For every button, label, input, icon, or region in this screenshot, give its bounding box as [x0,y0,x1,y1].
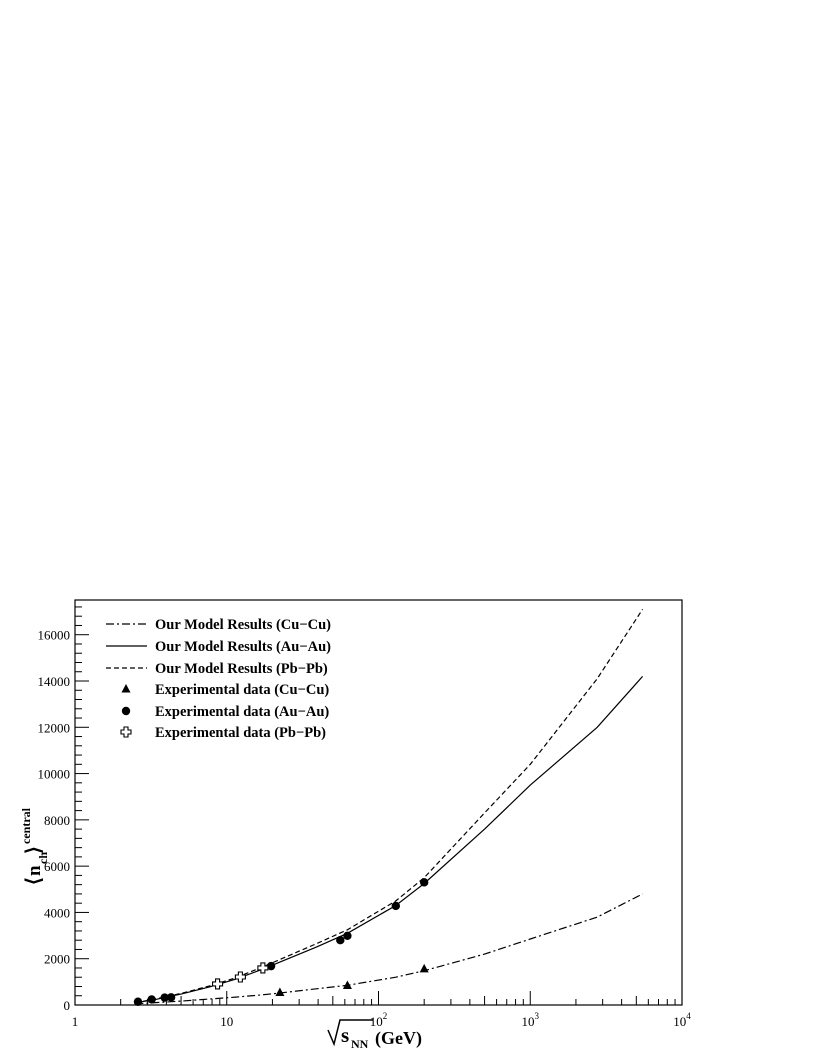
data-point-4 [160,993,169,1002]
data-point-4 [419,878,429,887]
legend: Our Model Results (Cu−Cu) Our Model Resul… [106,617,331,741]
data-point-3 [275,987,285,997]
data-point-5 [234,971,246,983]
x-tick-exponent: 3 [535,1011,540,1021]
y-axis-bracket-left: ⟨ [23,877,45,885]
y-tick-label: 2000 [44,952,70,967]
x-tick-exponent: 4 [686,1011,691,1021]
y-tick-label: 10000 [38,767,71,782]
y-axis-symbol: n [24,865,45,876]
y-tick-label: 8000 [44,813,70,828]
y-axis-title: ⟨ n ch ⟩ central [19,807,50,885]
y-tick-label: 6000 [44,859,70,874]
x-axis-subscript: NN [351,1037,369,1051]
data-point-3 [419,963,429,973]
x-tick-base: 10 [522,1014,535,1029]
axis-ticks: 1 10 102 103 1040200040006000800010000120001… [38,606,691,1029]
legend-marker-3 [121,684,131,693]
x-tick-base: 1 [72,1014,79,1029]
x-axis-title: s NN (GeV) [327,1019,422,1051]
legend-label-0: Our Model Results (Cu−Cu) [155,617,331,633]
data-point-4 [336,936,345,945]
x-tick-label: 1 [72,1014,79,1029]
data-point-3 [342,980,352,990]
data-point-4 [133,997,143,1006]
sqrt-symbol [327,1019,373,1047]
x-tick-label: 104 [673,1011,691,1029]
x-axis-unit: (GeV) [375,1028,422,1049]
legend-label-4: Experimental data (Au−Au) [155,704,329,720]
x-tick-label: 10 [220,1014,233,1029]
data-point-5 [257,962,269,974]
legend-marker-4 [121,706,131,716]
legend-label-1: Our Model Results (Au−Au) [155,639,331,655]
legend-label-3: Experimental data (Cu−Cu) [155,682,329,698]
y-tick-label: 0 [64,998,71,1013]
y-axis-subscript: ch [36,852,50,864]
data-point-5 [212,978,224,990]
legend-label-2: Our Model Results (Pb−Pb) [155,661,328,677]
x-tick-base: 10 [220,1014,233,1029]
legend-marker-5 [120,726,132,738]
y-tick-label: 12000 [38,720,71,735]
data-point-4 [166,993,176,1002]
series-line-0 [135,893,643,1005]
data-point-4 [147,995,156,1004]
series-layer [133,608,644,1006]
x-tick-base: 10 [370,1014,383,1029]
y-axis-superscript: central [19,807,33,844]
y-tick-label: 4000 [44,905,70,920]
x-tick-label: 103 [522,1011,540,1029]
y-axis-bracket-right: ⟩ [23,846,45,854]
y-tick-label: 16000 [38,628,71,643]
x-tick-base: 10 [673,1014,686,1029]
data-point-4 [391,901,400,911]
x-tick-exponent: 2 [383,1011,388,1021]
legend-label-5: Experimental data (Pb−Pb) [155,725,326,741]
data-point-4 [343,931,352,941]
x-tick-label: 102 [370,1011,388,1029]
data-point-4 [266,961,276,971]
y-tick-label: 14000 [38,674,71,689]
x-axis-symbol: s [341,1023,349,1047]
